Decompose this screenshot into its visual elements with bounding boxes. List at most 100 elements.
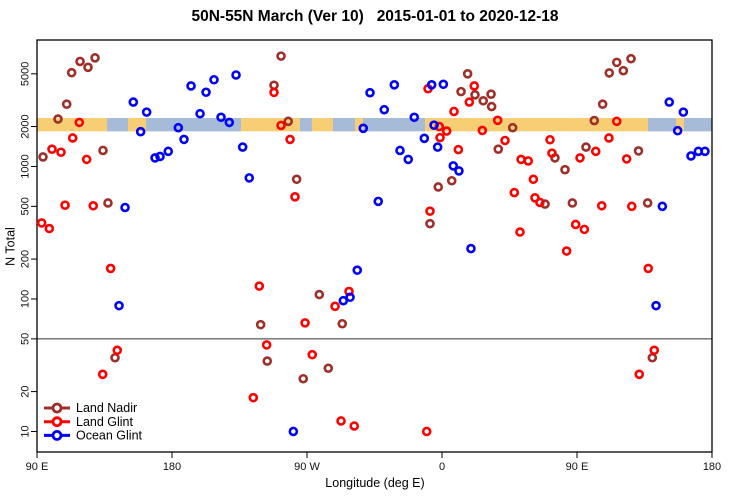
- data-point: [110, 352, 120, 363]
- data-point: [540, 199, 550, 209]
- data-point: [432, 142, 443, 152]
- data-point: [290, 192, 300, 202]
- data-point: [60, 200, 70, 210]
- data-point: [470, 90, 480, 100]
- data-point: [323, 363, 334, 374]
- data-point: [567, 198, 578, 208]
- data-point: [433, 182, 444, 192]
- data-point: [611, 57, 622, 68]
- data-point: [425, 206, 435, 216]
- data-point: [515, 227, 525, 237]
- data-point: [456, 86, 466, 97]
- data-point: [545, 134, 555, 145]
- band-segment-land: [355, 118, 363, 132]
- legend-label: Land Glint: [76, 415, 134, 429]
- data-point: [345, 292, 355, 303]
- data-point: [678, 107, 689, 117]
- data-point: [530, 192, 540, 203]
- band-segment-ocean: [332, 118, 355, 132]
- series-land-nadir: [38, 51, 658, 384]
- data-point: [507, 122, 518, 133]
- data-point: [435, 132, 445, 143]
- legend-marker-circle: [51, 429, 63, 441]
- data-point: [700, 146, 710, 157]
- data-point: [231, 70, 241, 80]
- data-point: [389, 80, 400, 90]
- data-point: [403, 154, 414, 165]
- data-point: [634, 369, 645, 380]
- data-point: [429, 120, 439, 130]
- data-point: [516, 154, 526, 165]
- data-point: [561, 246, 572, 256]
- y-tick-label: 200: [20, 250, 32, 268]
- data-point: [98, 145, 108, 156]
- x-tick-label: 180: [703, 461, 721, 473]
- data-point: [83, 62, 93, 73]
- data-point: [330, 301, 340, 312]
- data-point: [611, 116, 622, 127]
- data-point: [88, 200, 99, 211]
- data-point: [379, 104, 390, 115]
- data-point: [307, 349, 318, 360]
- data-point: [409, 112, 420, 123]
- data-point: [298, 373, 309, 384]
- band-segment-ocean: [299, 118, 312, 132]
- data-point: [237, 142, 248, 152]
- data-point: [209, 74, 219, 85]
- data-point: [36, 218, 47, 228]
- data-point: [358, 123, 369, 134]
- x-tick-label: 90 E: [26, 461, 49, 473]
- data-point: [67, 133, 78, 143]
- data-point: [421, 426, 432, 437]
- data-point: [291, 174, 302, 185]
- data-point: [528, 174, 539, 185]
- data-point: [105, 263, 116, 274]
- data-point: [449, 106, 459, 117]
- data-point: [604, 133, 614, 143]
- data-point: [486, 101, 497, 112]
- data-point: [254, 281, 265, 291]
- y-tick-label: 50: [20, 333, 32, 345]
- data-point: [579, 224, 590, 235]
- data-point: [216, 112, 226, 123]
- x-tick-label: 180: [163, 461, 181, 473]
- data-point: [626, 53, 636, 64]
- data-point: [523, 156, 534, 166]
- data-point: [103, 198, 113, 208]
- data-point: [288, 426, 299, 437]
- data-point: [618, 65, 629, 76]
- data-point: [163, 146, 174, 157]
- data-point: [53, 114, 63, 124]
- data-point: [373, 196, 384, 207]
- data-point: [596, 200, 607, 211]
- legend-marker-circle: [51, 402, 63, 414]
- data-point: [114, 300, 124, 311]
- data-point: [560, 164, 570, 175]
- data-point: [195, 108, 205, 119]
- data-point: [120, 202, 130, 213]
- data-point: [186, 81, 196, 91]
- land-ocean-band: [37, 118, 712, 132]
- data-point: [47, 144, 57, 154]
- data-point: [135, 126, 146, 137]
- data-point: [438, 79, 449, 90]
- data-point: [300, 318, 310, 328]
- data-point: [642, 198, 653, 208]
- y-tick-label: 2000: [20, 114, 32, 138]
- y-tick-label: 10: [20, 425, 32, 437]
- data-point: [112, 345, 123, 356]
- band-segment-ocean: [146, 118, 241, 132]
- data-point: [651, 300, 661, 311]
- data-point: [469, 81, 480, 91]
- data-point: [66, 67, 77, 78]
- band-segment-ocean: [683, 118, 712, 132]
- y-tick-label: 1000: [20, 154, 32, 178]
- y-tick-label: 20: [20, 385, 32, 397]
- data-point: [477, 125, 488, 136]
- data-point: [426, 80, 437, 90]
- plot-border: [36, 39, 713, 453]
- data-point: [462, 69, 473, 79]
- data-point: [224, 117, 235, 128]
